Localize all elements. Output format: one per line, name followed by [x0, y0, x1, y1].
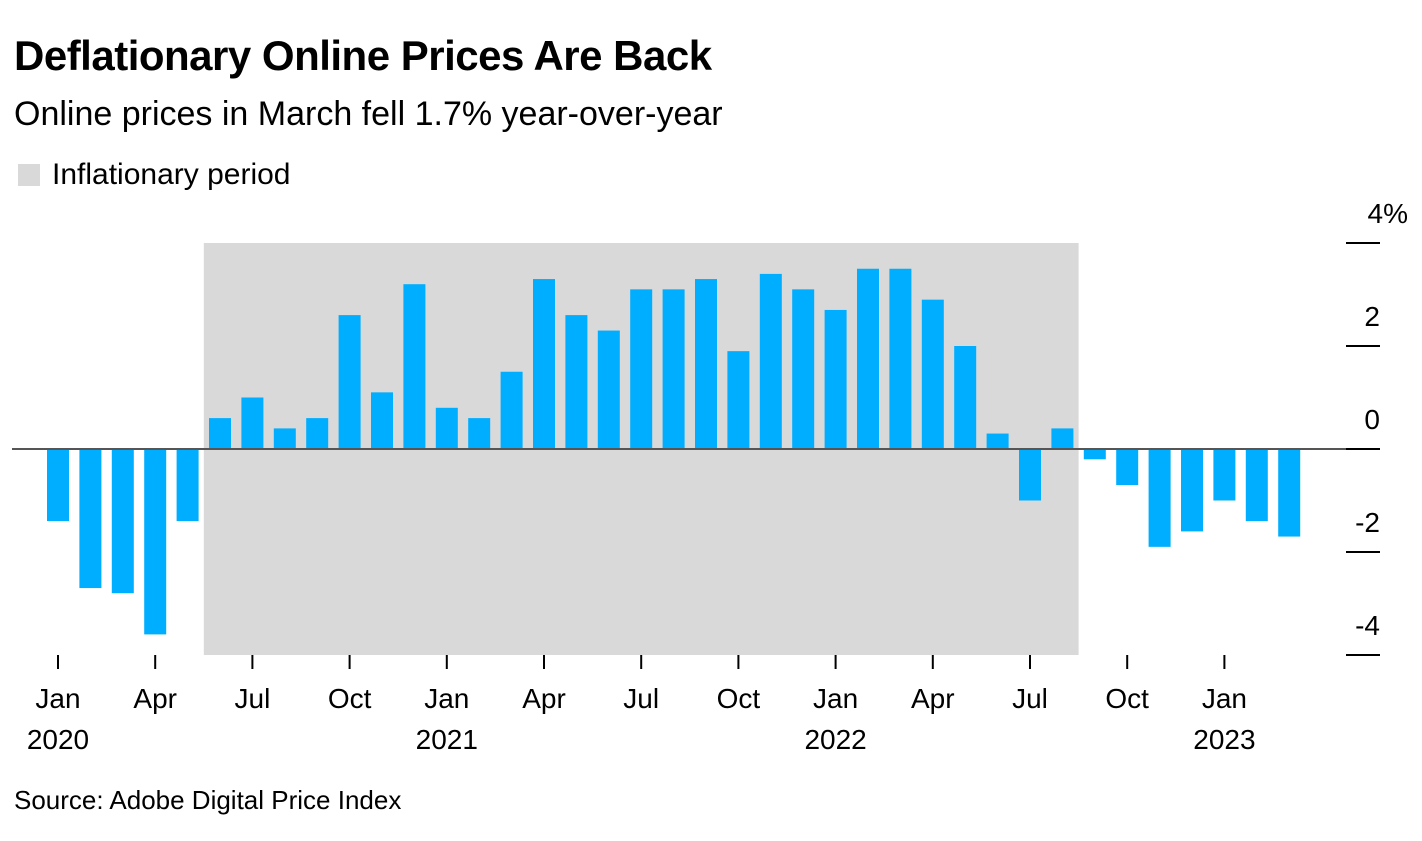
bar-2021-11	[759, 273, 782, 449]
legend-label: Inflationary period	[52, 158, 291, 191]
bar-2020-03	[111, 449, 134, 594]
bar-2022-06	[986, 433, 1009, 449]
bar-2020-07	[241, 397, 264, 449]
x-tick-label-12: Jan	[1202, 683, 1247, 714]
y-tick-label-3: -2	[1355, 507, 1380, 538]
bar-2023-02	[1245, 449, 1268, 522]
legend: Inflationary period	[18, 155, 290, 195]
bar-2021-10	[727, 351, 750, 449]
x-tick-label-2: Jul	[235, 683, 271, 714]
bar-2021-12	[792, 289, 815, 449]
bar-2023-03	[1278, 449, 1301, 537]
source-note: Source: Adobe Digital Price Index	[14, 785, 402, 815]
bar-2020-08	[273, 428, 296, 449]
bar-2021-06	[597, 330, 620, 449]
bar-2020-12	[403, 284, 426, 449]
bar-2022-11	[1148, 449, 1171, 547]
y-tick-label-4: -4	[1355, 610, 1380, 641]
bar-2022-04	[921, 299, 944, 449]
y-tick-label-2: 0	[1364, 404, 1380, 435]
bar-2021-01	[435, 407, 458, 449]
bar-2022-08	[1051, 428, 1074, 449]
bar-2022-07	[1019, 449, 1041, 501]
bar-2023-01	[1213, 449, 1236, 501]
x-year-label-2022: 2022	[804, 724, 866, 755]
bar-2021-02	[468, 418, 491, 449]
bar-2020-11	[371, 392, 393, 449]
x-tick-label-9: Apr	[911, 683, 955, 714]
y-tick-label-0: 4%	[1368, 198, 1408, 229]
bar-2020-09	[306, 418, 329, 449]
bar-2020-04	[144, 449, 167, 635]
x-tick-label-10: Jul	[1012, 683, 1048, 714]
legend-swatch-inflationary	[18, 164, 40, 186]
x-tick-label-8: Jan	[813, 683, 858, 714]
chart-subtitle: Online prices in March fell 1.7% year-ov…	[14, 95, 723, 133]
bar-2021-08	[662, 289, 685, 449]
x-year-label-2023: 2023	[1193, 724, 1255, 755]
bar-2022-09	[1083, 449, 1106, 460]
bar-2020-01	[47, 449, 69, 522]
x-tick-label-7: Oct	[717, 683, 761, 714]
bar-2022-02	[857, 268, 879, 449]
bar-2020-06	[209, 418, 231, 449]
bar-2022-10	[1116, 449, 1139, 486]
bar-2022-12	[1181, 449, 1203, 532]
x-tick-label-6: Jul	[623, 683, 659, 714]
x-tick-label-3: Oct	[328, 683, 372, 714]
chart-title: Deflationary Online Prices Are Back	[14, 32, 712, 79]
x-tick-label-11: Oct	[1105, 683, 1149, 714]
bar-2021-03	[500, 371, 523, 449]
bar-2021-04	[533, 279, 555, 449]
x-tick-label-0: Jan	[35, 683, 80, 714]
x-tick-label-4: Jan	[424, 683, 469, 714]
bar-2022-01	[824, 309, 847, 449]
bar-2020-02	[79, 449, 102, 589]
bar-2021-09	[695, 279, 717, 449]
x-year-label-2020: 2020	[27, 724, 89, 755]
bar-2021-05	[565, 315, 588, 449]
y-tick-label-1: 2	[1364, 301, 1380, 332]
bar-2020-10	[338, 315, 361, 449]
bar-2022-03	[889, 268, 912, 449]
x-tick-label-5: Apr	[522, 683, 566, 714]
x-tick-label-1: Apr	[133, 683, 177, 714]
bar-2022-05	[954, 346, 977, 449]
bar-2020-05	[176, 449, 199, 522]
bar-2021-07	[630, 289, 653, 449]
x-year-label-2021: 2021	[416, 724, 478, 755]
